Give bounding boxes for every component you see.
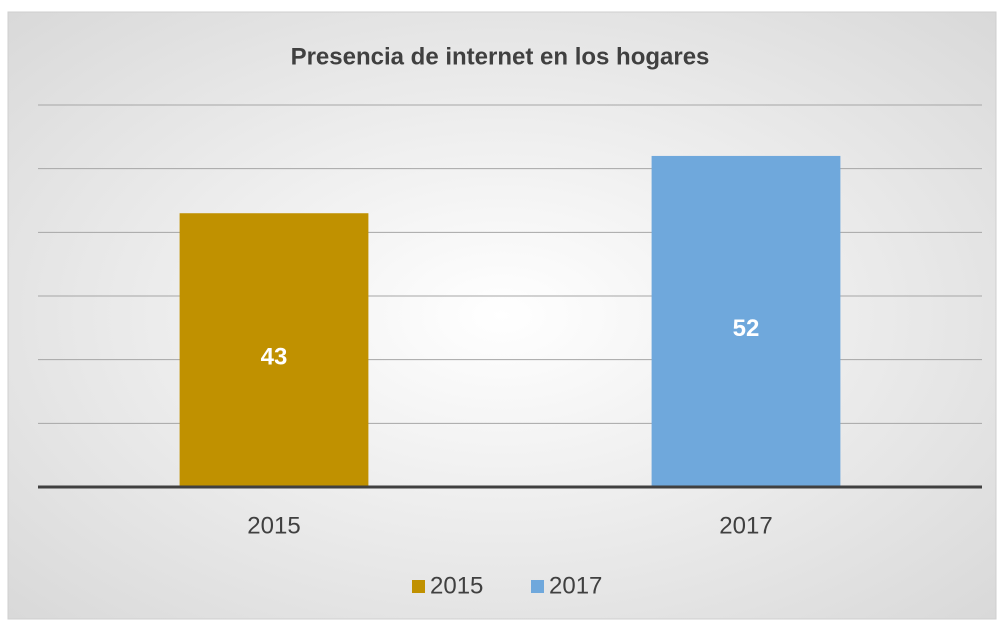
legend-swatch bbox=[412, 580, 425, 593]
chart-area bbox=[7, 11, 997, 620]
x-tick-label: 2015 bbox=[247, 512, 300, 539]
data-label: 52 bbox=[733, 315, 760, 342]
legend-swatch bbox=[531, 580, 544, 593]
data-label: 43 bbox=[261, 343, 288, 370]
legend-label: 2015 bbox=[430, 572, 483, 599]
legend-label: 2017 bbox=[549, 572, 602, 599]
bar bbox=[179, 213, 369, 487]
x-tick-label: 2017 bbox=[719, 512, 772, 539]
chart-title: Presencia de internet en los hogares bbox=[291, 43, 710, 70]
bar bbox=[651, 155, 841, 487]
